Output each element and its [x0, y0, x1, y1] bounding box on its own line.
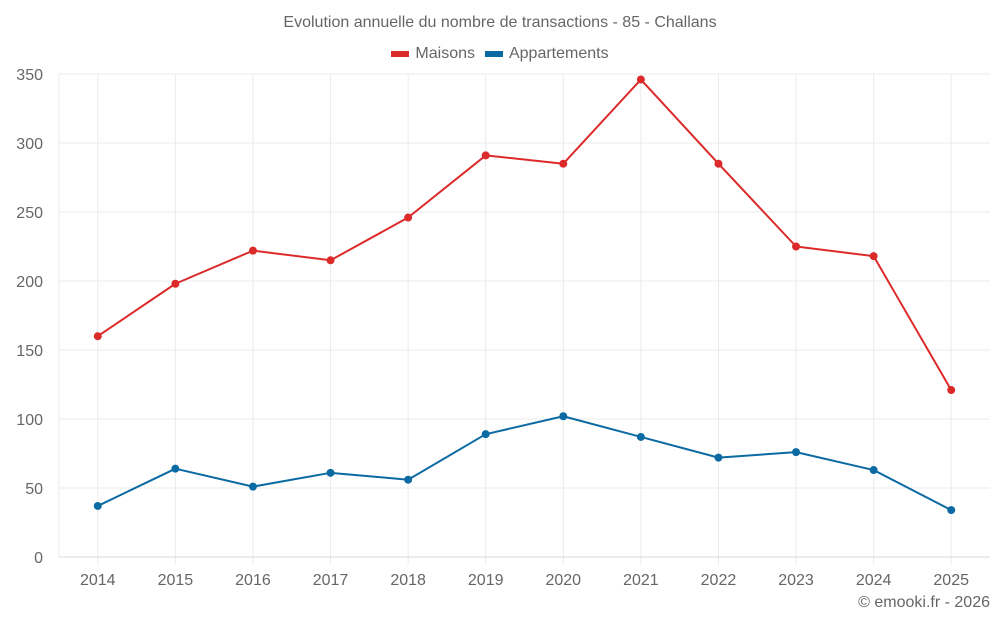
legend-item-maisons[interactable]: Maisons — [391, 45, 475, 63]
x-tick-label: 2014 — [80, 572, 116, 589]
grid — [58, 73, 990, 565]
legend-label-appartements: Appartements — [508, 45, 609, 62]
data-point-appartements[interactable] — [714, 453, 723, 462]
data-point-appartements[interactable] — [248, 482, 257, 491]
data-point-maisons[interactable] — [559, 159, 568, 168]
y-tick-label: 50 — [25, 481, 43, 498]
data-point-maisons[interactable] — [792, 242, 801, 251]
data-point-appartements[interactable] — [326, 468, 335, 477]
credits[interactable]: © emooki.fr - 2026 — [858, 594, 990, 611]
series-line-appartements — [97, 415, 952, 511]
y-tick-label: 150 — [16, 343, 43, 360]
x-tick-label: 2016 — [235, 572, 271, 589]
data-point-maisons[interactable] — [326, 256, 335, 265]
data-point-appartements[interactable] — [481, 430, 490, 439]
data-point-maisons[interactable] — [947, 386, 956, 395]
data-point-appartements[interactable] — [93, 501, 102, 510]
y-tick-label: 200 — [16, 274, 43, 291]
data-point-appartements[interactable] — [947, 506, 956, 515]
x-tick-label: 2015 — [158, 572, 194, 589]
y-tick-label: 300 — [16, 136, 43, 153]
data-point-maisons[interactable] — [248, 246, 257, 255]
data-point-appartements[interactable] — [869, 466, 878, 475]
data-point-maisons[interactable] — [636, 75, 645, 84]
legend-swatch-appartements — [484, 51, 503, 57]
x-tick-label: 2017 — [313, 572, 349, 589]
data-point-appartements[interactable] — [636, 432, 645, 441]
series-line-maisons — [97, 78, 953, 391]
data-point-maisons[interactable] — [869, 252, 878, 261]
y-tick-label: 100 — [16, 412, 43, 429]
data-point-appartements[interactable] — [404, 475, 413, 484]
y-tick-label: 0 — [34, 550, 43, 567]
legend: Maisons Appartements — [0, 45, 1000, 63]
x-tick-label: 2021 — [623, 572, 659, 589]
data-point-appartements[interactable] — [792, 448, 801, 457]
x-tick-label: 2024 — [856, 572, 892, 589]
series-group — [93, 75, 956, 515]
legend-label-maisons: Maisons — [415, 45, 475, 62]
x-tick-label: 2019 — [468, 572, 504, 589]
data-point-appartements[interactable] — [171, 464, 180, 473]
data-point-maisons[interactable] — [404, 213, 413, 222]
x-tick-label: 2018 — [390, 572, 426, 589]
data-point-maisons[interactable] — [714, 159, 723, 168]
x-tick-label: 2022 — [701, 572, 737, 589]
data-point-maisons[interactable] — [481, 151, 490, 160]
x-tick-label: 2025 — [933, 572, 969, 589]
data-point-maisons[interactable] — [171, 279, 180, 288]
chart-title: Evolution annuelle du nombre de transact… — [283, 14, 717, 31]
y-tick-label: 350 — [16, 67, 43, 84]
data-point-appartements[interactable] — [559, 412, 568, 421]
data-point-maisons[interactable] — [93, 332, 102, 341]
x-tick-label: 2020 — [545, 572, 581, 589]
y-tick-label: 250 — [16, 205, 43, 222]
legend-swatch-maisons — [391, 51, 410, 57]
legend-item-appartements[interactable]: Appartements — [484, 45, 609, 63]
axes: 0 50 100 150 200 250 300 350 2014 2015 2016 2017 201… — [16, 67, 990, 589]
x-tick-label: 2023 — [778, 572, 814, 589]
